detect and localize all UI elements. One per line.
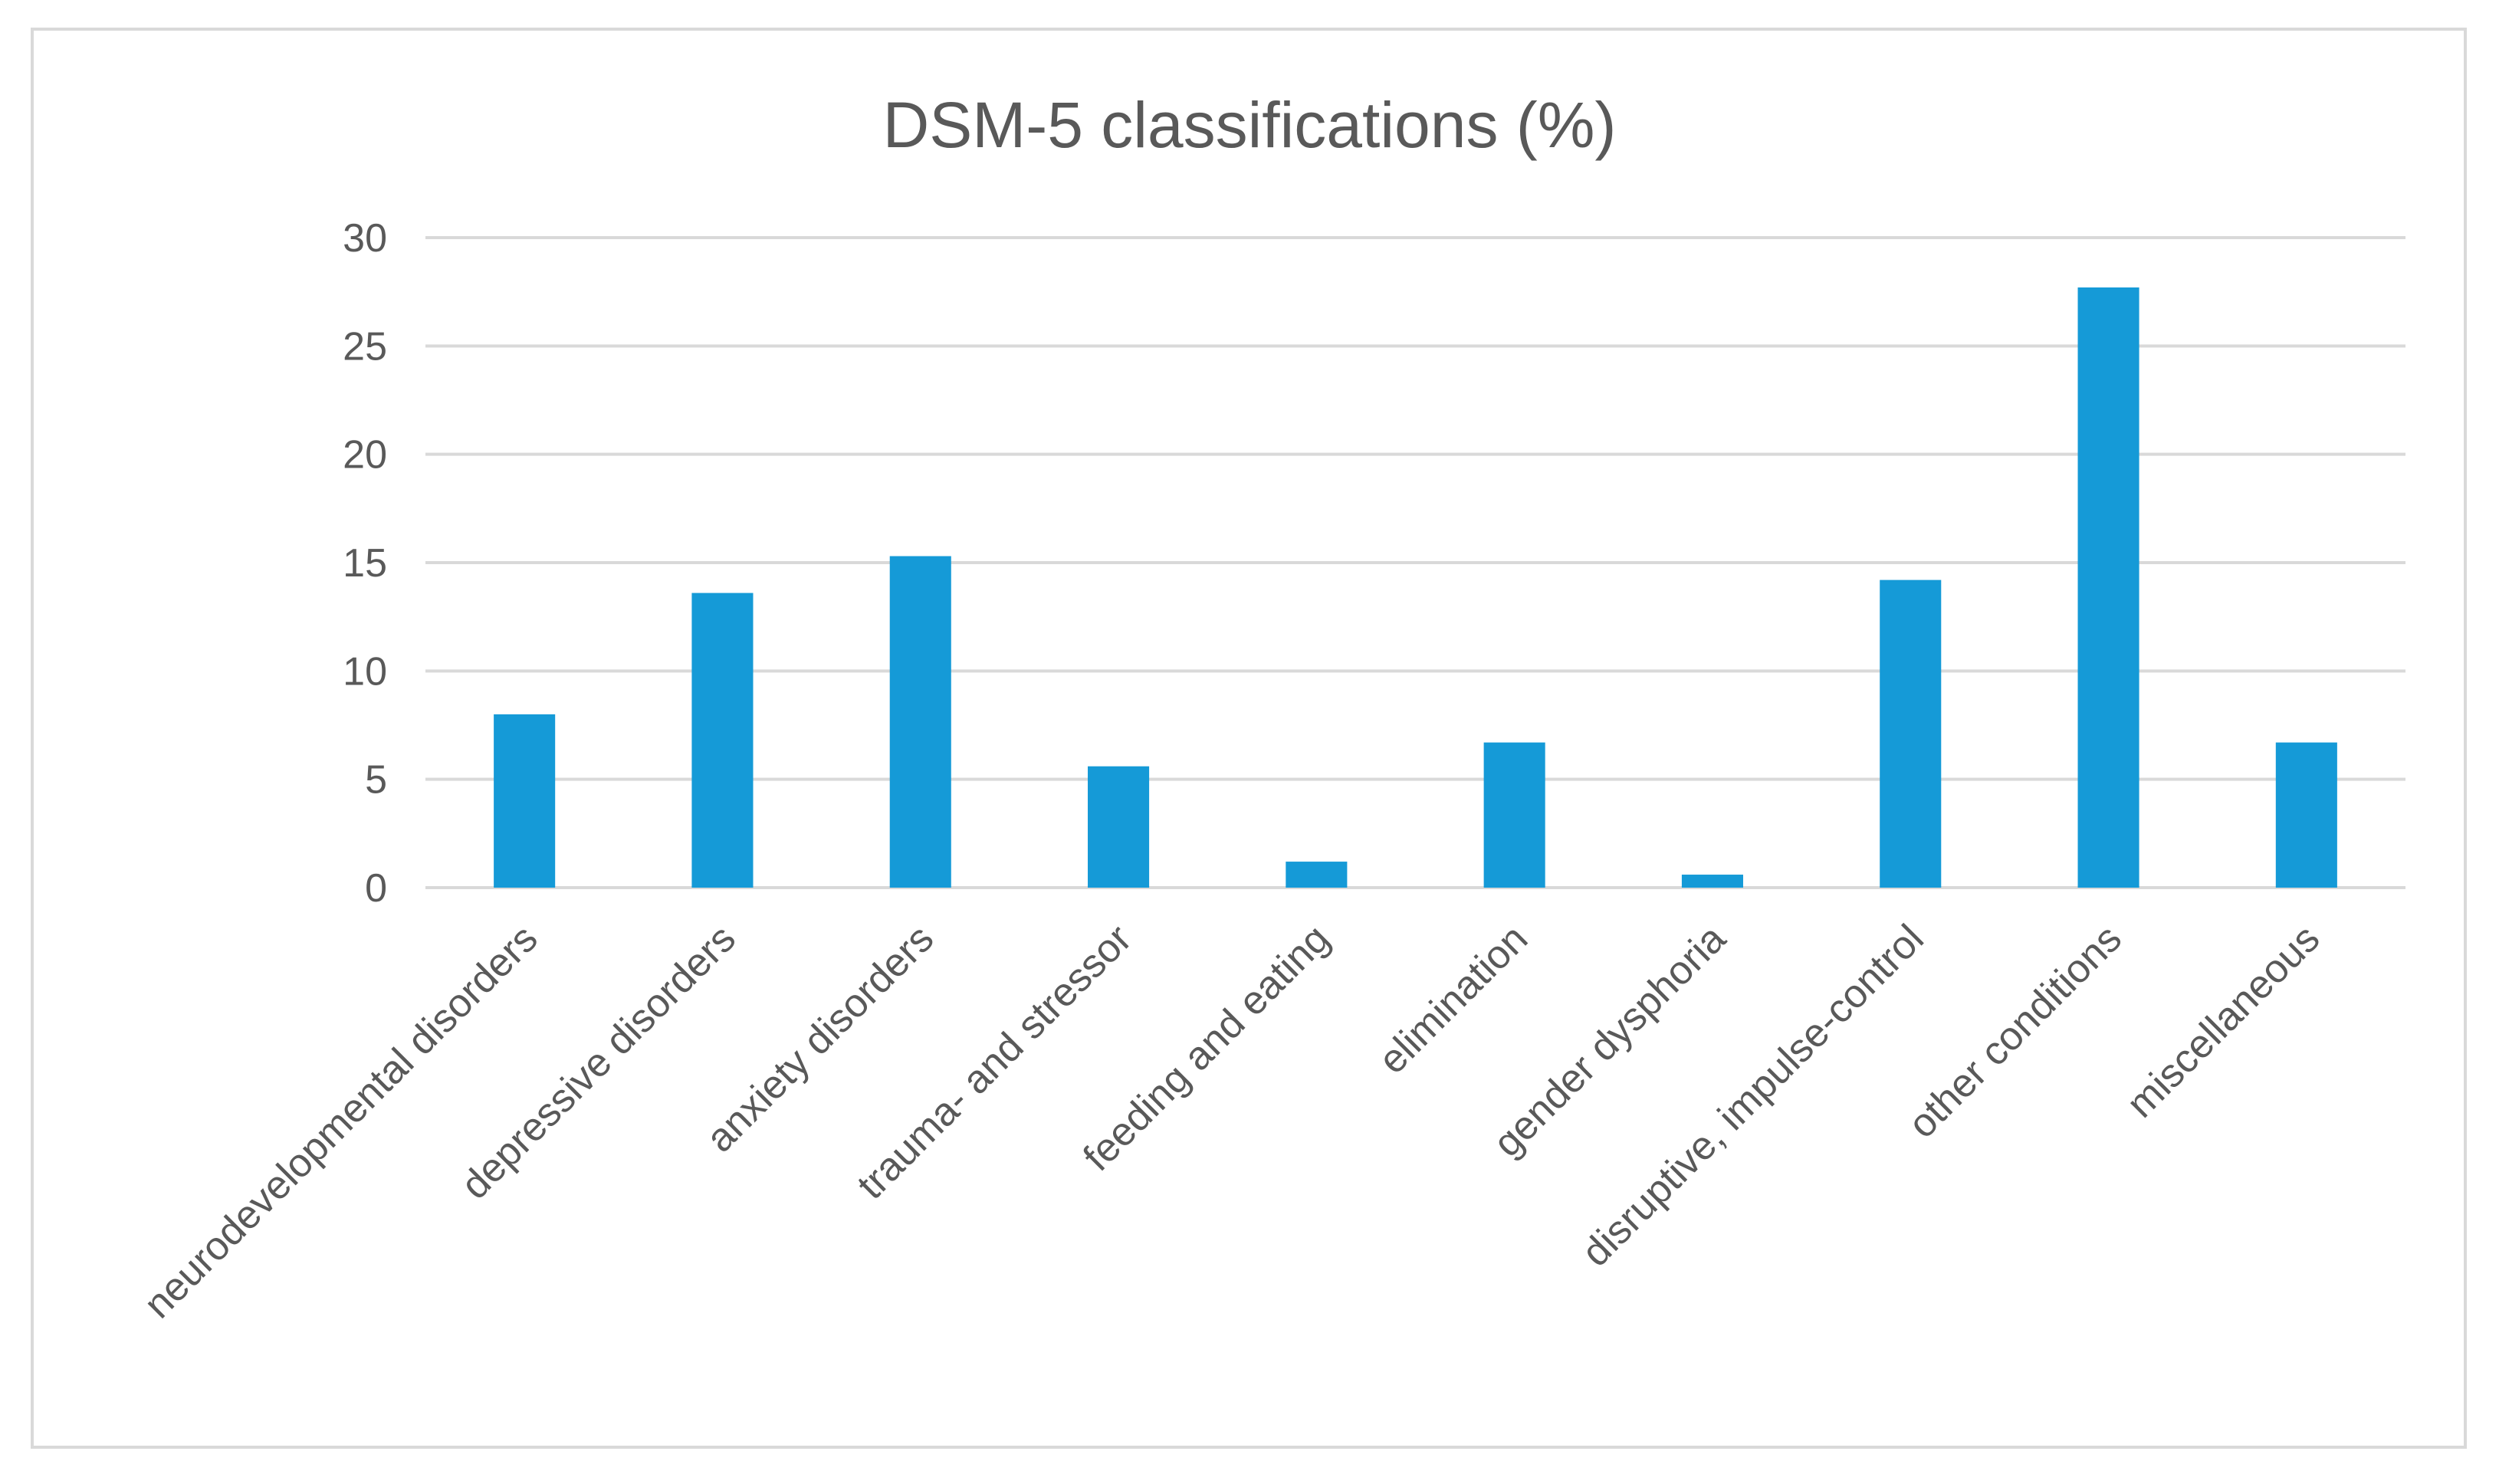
bar-9 [2077,287,2139,888]
bar-10 [2275,742,2337,888]
x-category-label: neurodevelopmental disorders [136,916,547,1327]
y-tick-label: 10 [343,649,387,694]
y-tick-label: 25 [343,324,387,369]
y-tick-label: 20 [343,433,387,478]
bar-2 [691,593,754,888]
bar-5 [1286,862,1348,888]
bar-6 [1483,742,1545,888]
bar-8 [1880,579,1942,888]
x-category-label: disruptive, impulse-control [1574,916,1933,1275]
x-category-label: other conditions [1900,916,2130,1147]
y-tick-label: 15 [343,541,387,586]
bar-3 [889,556,951,888]
y-tick-label: 30 [343,216,387,261]
chart-frame [31,28,2467,1449]
y-axis-ticks: 0 5 10 15 20 25 30 [343,216,387,911]
y-tick-label: 0 [365,866,387,911]
bar-7 [1681,875,1743,888]
bar-1 [494,714,556,888]
x-category-label: miscellaneous [2118,916,2328,1126]
chart-title: DSM-5 classifications (%) [883,89,1617,161]
gridlines [425,236,2405,889]
bars [494,287,2337,888]
y-tick-label: 5 [365,758,387,803]
bar-4 [1088,766,1150,888]
x-category-label: elimination [1370,916,1536,1082]
